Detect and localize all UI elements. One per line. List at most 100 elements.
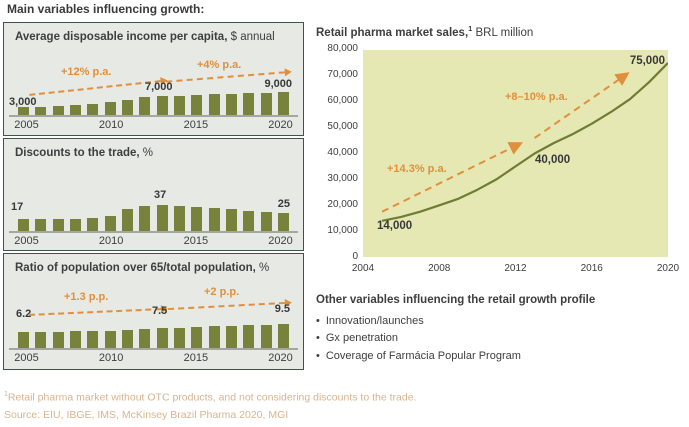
discounts-title-unit: % xyxy=(139,147,154,159)
y-tick-label: 70,000 xyxy=(327,69,358,80)
y-tick-label: 10,000 xyxy=(327,225,358,236)
bar xyxy=(277,213,289,231)
y-tick-label: 50,000 xyxy=(327,121,358,132)
y-tick-label: 80,000 xyxy=(327,43,358,54)
x-tick-label: 2005 xyxy=(14,119,39,131)
bar xyxy=(260,92,272,115)
x-axis-line xyxy=(9,115,298,117)
bar xyxy=(139,329,151,348)
x-tick-label: 2015 xyxy=(183,119,209,131)
bar xyxy=(35,219,47,231)
y-tick-label: 30,000 xyxy=(327,173,358,184)
income-panel-title: Average disposable income per capita, $ … xyxy=(4,29,303,45)
over65-x-labels: 2005 2010 2015 2020 xyxy=(14,350,293,366)
bullet-text: Innovation/launches xyxy=(325,314,424,327)
value-callout: 37 xyxy=(154,189,167,201)
growth-label: +12% p.a. xyxy=(61,66,112,78)
bar xyxy=(69,331,81,348)
sales-chart: 80,000 70,000 60,000 50,000 40,000 30,000 20,0… xyxy=(316,42,689,277)
value-callout: 9,000 xyxy=(264,78,292,90)
bullet-icon: • xyxy=(316,314,320,327)
x-tick-label: 2004 xyxy=(351,263,375,274)
sales-x-labels: 2004 2008 2012 2016 2020 xyxy=(352,261,679,275)
bar xyxy=(243,93,255,115)
discounts-x-labels: 2005 2010 2015 2020 xyxy=(14,233,293,249)
bar xyxy=(225,93,237,115)
x-tick-label: 2020 xyxy=(268,235,293,247)
value-callout: 75,000 xyxy=(629,55,665,67)
source-note: Source: EIU, IBGE, IMS, McKinsey Brazil … xyxy=(4,409,289,421)
bullet-item: • Gx penetration xyxy=(316,330,686,348)
x-tick-label: 2016 xyxy=(580,263,603,274)
growth-label: +8–10% p.a. xyxy=(505,91,568,103)
bar xyxy=(208,94,220,115)
value-callout: 6.2 xyxy=(16,308,32,320)
y-tick-label: 0 xyxy=(352,251,358,262)
bar xyxy=(87,103,99,115)
income-x-labels: 2005 2010 2015 2020 xyxy=(14,117,293,133)
bar xyxy=(121,330,133,348)
bar xyxy=(52,219,64,231)
bar xyxy=(52,105,64,115)
bar xyxy=(191,327,203,348)
value-callout: 25 xyxy=(277,198,290,210)
x-tick-label: 2010 xyxy=(98,235,124,247)
bullet-item: • Innovation/launches xyxy=(316,313,686,331)
bar xyxy=(104,330,116,348)
footnote: 1Retail pharma market without OTC produc… xyxy=(4,391,416,404)
bullet-text: Gx penetration xyxy=(325,332,399,344)
over65-bars xyxy=(4,282,303,348)
growth-label: +1.3 p.p. xyxy=(64,291,109,303)
bullet-icon: • xyxy=(316,332,320,344)
bar xyxy=(18,219,29,231)
bar xyxy=(277,92,289,115)
value-callout: 14,000 xyxy=(377,220,413,232)
sales-line xyxy=(381,62,668,222)
bullet-item: • Coverage of Farmácia Popular Program xyxy=(316,348,686,366)
bar xyxy=(277,324,289,348)
over65-title-bold: Ratio of population over 65/total popula… xyxy=(15,262,256,274)
bar xyxy=(139,97,151,115)
growth-label: +4% p.a. xyxy=(197,59,242,71)
bar xyxy=(87,330,99,348)
x-tick-label: 2005 xyxy=(14,352,39,364)
sales-chart-title: Retail pharma market sales,1 BRL million xyxy=(316,24,533,39)
value-callout: 7,000 xyxy=(145,81,173,93)
x-tick-label: 2020 xyxy=(656,263,680,274)
y-tick-label: 60,000 xyxy=(327,95,358,106)
bar xyxy=(173,95,185,115)
footnote-text: Retail pharma market without OTC product… xyxy=(7,391,417,404)
x-axis-line xyxy=(9,231,298,233)
bar xyxy=(260,212,272,231)
bar xyxy=(69,104,81,115)
income-title-unit: $ annual xyxy=(227,31,275,43)
discounts-bars xyxy=(4,167,303,231)
bar xyxy=(35,106,47,115)
bar xyxy=(18,332,29,348)
x-tick-label: 2020 xyxy=(268,119,293,131)
discounts-panel: Discounts to the trade, % 17 37 25 2005 2… xyxy=(3,138,304,251)
income-title-bold: Average disposable income per capita, xyxy=(15,31,228,43)
bullet-icon: • xyxy=(316,349,320,362)
over65-panel-title: Ratio of population over 65/total popula… xyxy=(4,260,303,276)
bar xyxy=(191,94,203,115)
y-tick-label: 40,000 xyxy=(327,147,358,158)
bar xyxy=(156,96,168,115)
growth-arrow xyxy=(534,72,630,139)
value-callout: 40,000 xyxy=(535,154,571,166)
bar xyxy=(208,326,220,348)
bar xyxy=(18,107,29,115)
bar xyxy=(225,209,237,231)
bar xyxy=(156,328,168,348)
value-callout: 7.5 xyxy=(152,305,168,317)
y-tick-label: 20,000 xyxy=(327,199,358,210)
bar xyxy=(104,102,116,115)
other-variables-heading: Other variables influencing the retail g… xyxy=(316,294,596,306)
bar xyxy=(69,219,81,231)
x-tick-label: 2010 xyxy=(98,119,124,131)
bar xyxy=(139,206,151,231)
discounts-title-bold: Discounts to the trade, xyxy=(15,147,140,159)
bar xyxy=(156,205,168,231)
value-callout: 3,000 xyxy=(9,96,37,108)
